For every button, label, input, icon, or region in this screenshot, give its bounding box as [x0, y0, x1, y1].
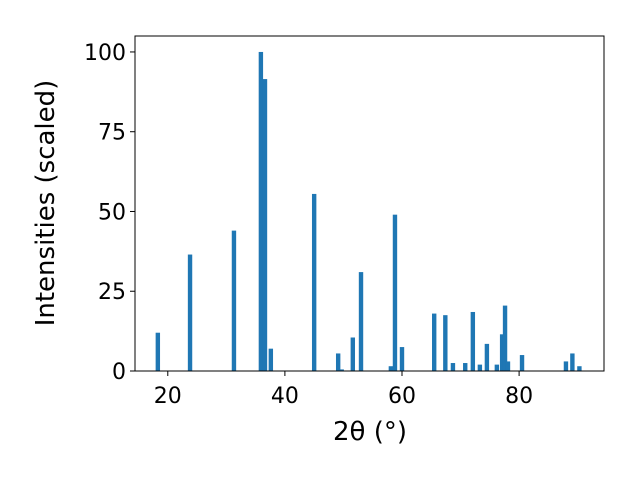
- bar: [392, 214, 398, 371]
- y-tick-label: 25: [98, 280, 126, 305]
- y-tick-label: 75: [98, 121, 126, 146]
- y-tick-label: 50: [98, 200, 126, 225]
- bar: [388, 366, 394, 371]
- bar: [399, 347, 405, 371]
- bar: [570, 353, 575, 371]
- x-tick-label: 80: [505, 384, 533, 409]
- x-tick-label: 20: [154, 384, 182, 409]
- bar: [484, 343, 490, 371]
- y-tick-label: 100: [84, 41, 126, 66]
- bar: [563, 361, 569, 371]
- bar: [262, 79, 268, 372]
- bar: [477, 364, 483, 371]
- bar: [258, 51, 264, 371]
- bar: [499, 334, 505, 371]
- x-axis-label: 2θ (°): [333, 417, 407, 447]
- bar: [187, 254, 193, 371]
- bar: [470, 311, 476, 371]
- bar: [231, 230, 237, 371]
- y-tick-label: 0: [112, 360, 126, 385]
- bar: [268, 348, 274, 371]
- y-axis-label: Intensities (scaled): [31, 80, 61, 327]
- bar: [155, 332, 161, 371]
- bar: [432, 313, 437, 371]
- bar: [494, 364, 500, 371]
- bar: [577, 366, 582, 371]
- bar: [450, 363, 456, 371]
- bar: [463, 363, 468, 371]
- x-tick-label: 40: [271, 384, 299, 409]
- plot-frame: [134, 35, 605, 372]
- bar: [358, 272, 364, 371]
- x-tick-label: 60: [388, 384, 416, 409]
- bar: [335, 353, 341, 371]
- bar: [502, 305, 508, 371]
- bar: [311, 193, 317, 371]
- bar: [339, 369, 344, 371]
- bar: [443, 315, 448, 371]
- bar: [350, 337, 356, 371]
- bar: [519, 355, 525, 371]
- bar: [505, 361, 511, 371]
